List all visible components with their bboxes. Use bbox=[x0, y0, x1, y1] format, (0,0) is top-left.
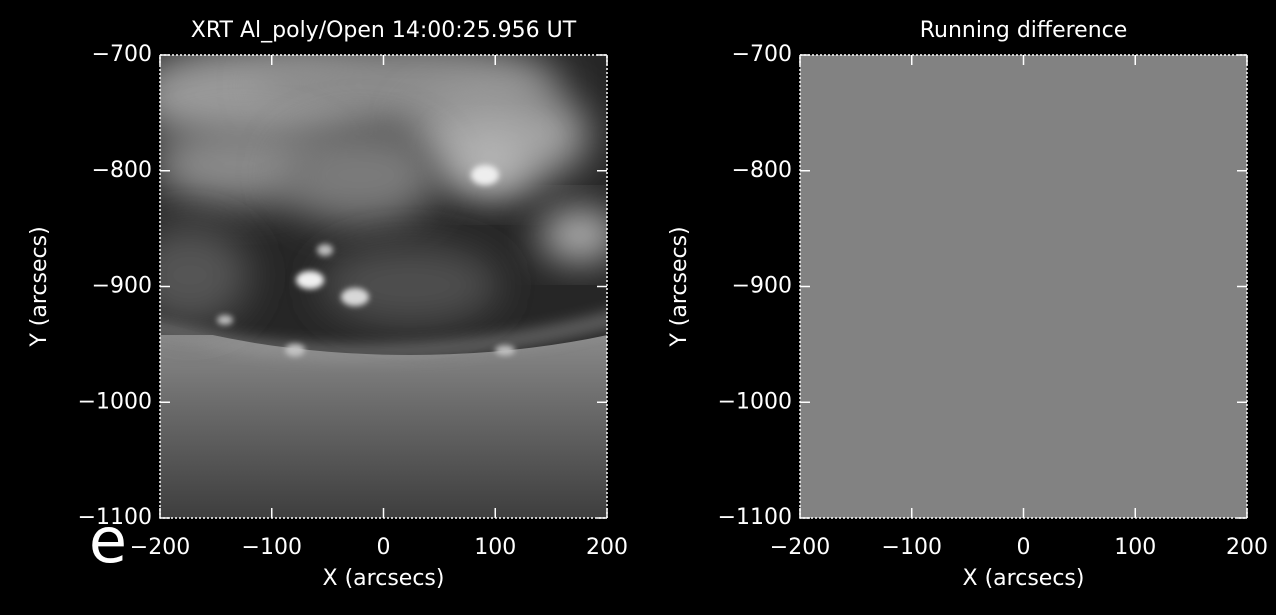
y-tick-label: −1000 bbox=[718, 389, 792, 414]
bright-point bbox=[317, 244, 333, 256]
y-axis-label: Y (arcsecs) bbox=[27, 226, 52, 347]
x-tick-label: −100 bbox=[882, 535, 942, 560]
y-tick-label: −700 bbox=[92, 42, 152, 67]
bright-point bbox=[495, 345, 515, 355]
y-tick-label: −900 bbox=[92, 274, 152, 299]
y-tick-label: −700 bbox=[732, 42, 792, 67]
x-tick-label: 0 bbox=[377, 535, 391, 560]
y-tick-label: −1000 bbox=[78, 389, 152, 414]
annotation: e bbox=[89, 504, 127, 577]
x-tick-label: −100 bbox=[242, 535, 302, 560]
difference-image bbox=[800, 55, 1247, 518]
bright-point bbox=[471, 165, 499, 185]
corona-loop bbox=[540, 210, 607, 260]
x-tick-label: 200 bbox=[1226, 535, 1268, 560]
x-axis-label: X (arcsecs) bbox=[963, 566, 1085, 591]
x-tick-label: 100 bbox=[474, 535, 516, 560]
corona-loop bbox=[320, 245, 500, 325]
chart-title: XRT Al_poly/Open 14:00:25.956 UT bbox=[191, 18, 577, 43]
x-tick-label: 0 bbox=[1017, 535, 1031, 560]
chart-title: Running difference bbox=[920, 18, 1128, 43]
y-tick-label: −900 bbox=[732, 274, 792, 299]
x-tick-label: 200 bbox=[586, 535, 628, 560]
bright-point bbox=[296, 271, 324, 289]
bright-point bbox=[341, 288, 369, 306]
y-tick-label: −1100 bbox=[718, 505, 792, 530]
corona-loop bbox=[450, 135, 530, 195]
x-axis-label: X (arcsecs) bbox=[323, 566, 445, 591]
y-axis-label: Y (arcsecs) bbox=[667, 226, 692, 347]
y-tick-label: −800 bbox=[732, 158, 792, 183]
bright-point bbox=[217, 315, 233, 325]
y-tick-label: −800 bbox=[92, 158, 152, 183]
x-tick-label: 100 bbox=[1114, 535, 1156, 560]
limb-arc bbox=[160, 316, 607, 357]
corona-loop bbox=[280, 125, 440, 225]
corona-loop bbox=[160, 225, 250, 325]
x-tick-label: −200 bbox=[770, 535, 830, 560]
limb-region bbox=[160, 335, 607, 518]
solar-image bbox=[160, 55, 607, 518]
x-tick-label: −200 bbox=[130, 535, 190, 560]
y-tick-label: −1100 bbox=[78, 505, 152, 530]
